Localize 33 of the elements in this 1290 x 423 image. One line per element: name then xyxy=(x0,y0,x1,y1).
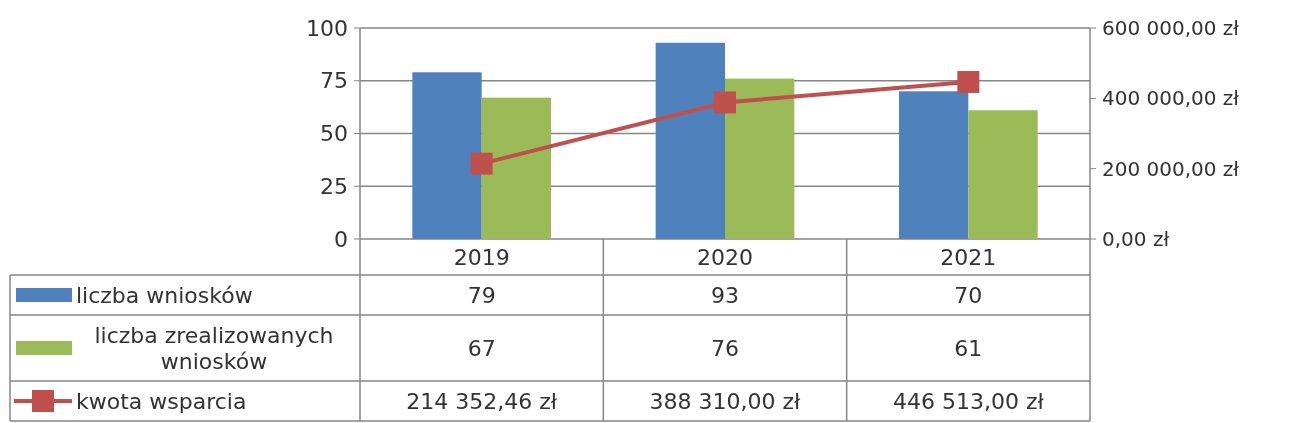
data-label: 446 513,00 zł xyxy=(892,388,1045,414)
y2-tick-label: 0,00 zł xyxy=(1102,227,1170,251)
point xyxy=(470,152,493,175)
data-label: 388 310,00 zł xyxy=(649,388,802,414)
bar xyxy=(481,97,552,239)
y2-tick-label: 600 000,00 zł xyxy=(1102,16,1240,40)
y-tick-label: 0 xyxy=(334,226,348,252)
bar xyxy=(898,91,969,239)
data-label: 79 xyxy=(467,282,496,308)
data-label: 61 xyxy=(954,335,983,361)
bar xyxy=(412,72,482,239)
y-tick-label: 100 xyxy=(306,15,348,41)
legend-label: liczba zrealizowanych wniosków xyxy=(94,322,334,374)
point xyxy=(714,91,736,114)
data-label: 93 xyxy=(711,282,739,308)
bar xyxy=(655,42,725,239)
data-label: 70 xyxy=(954,282,983,308)
y2-tick-label: 200 000,00 zł xyxy=(1102,156,1240,181)
data-label: 67 xyxy=(467,335,496,361)
point xyxy=(957,70,980,93)
data-label: 214 352,46 zł xyxy=(406,388,558,414)
x-tick-label: 2021 xyxy=(940,244,997,270)
legend-label: kwota wsparcia xyxy=(76,388,247,414)
data-label: 76 xyxy=(711,335,739,361)
bar xyxy=(968,110,1038,239)
y-tick-label: 75 xyxy=(320,68,348,94)
x-tick-label: 2019 xyxy=(453,244,510,270)
y-tick-label: 25 xyxy=(320,173,348,199)
bar xyxy=(725,78,795,239)
y-tick-label: 50 xyxy=(320,121,348,147)
legend-label: liczba wniosków xyxy=(76,282,253,308)
y2-tick-label: 400 000,00 zł xyxy=(1102,86,1240,111)
x-tick-label: 2020 xyxy=(697,244,753,270)
